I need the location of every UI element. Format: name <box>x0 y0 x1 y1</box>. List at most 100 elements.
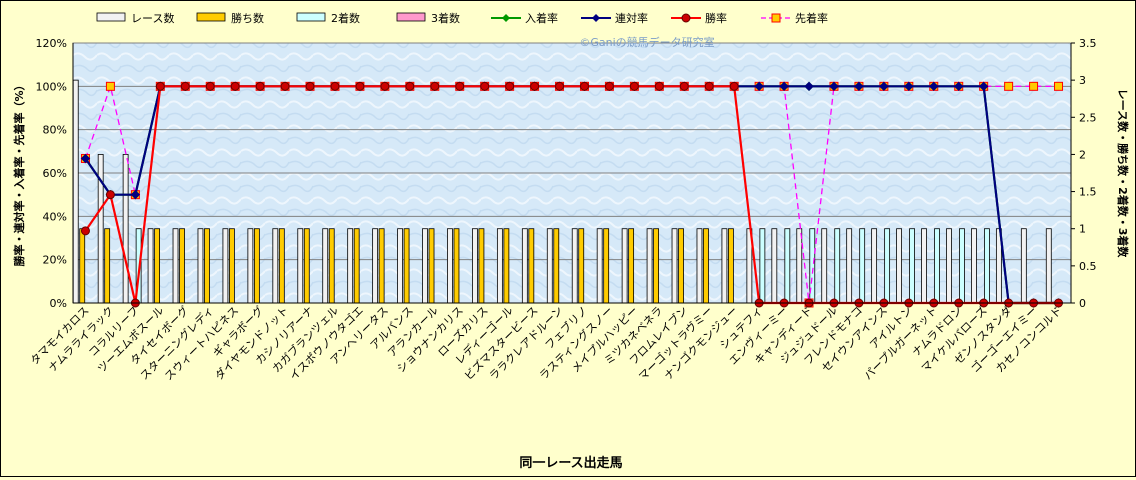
bar <box>478 228 485 304</box>
legend-swatch <box>96 12 126 22</box>
left-tick-label: 80% <box>43 124 67 137</box>
bar <box>653 228 659 304</box>
legend-swatch <box>296 12 326 22</box>
point <box>604 81 614 91</box>
left-axis-title: 勝率・連対率・入着率・先着率（%） <box>12 79 26 266</box>
bar <box>397 228 403 304</box>
legend-marker <box>681 13 691 23</box>
bar <box>846 228 853 304</box>
bar <box>546 228 553 304</box>
right-axis-title: レース数・勝ち数・2着数・3着数 <box>1116 89 1130 259</box>
bar <box>204 228 210 304</box>
point <box>879 81 889 92</box>
point <box>130 189 141 200</box>
point <box>505 81 515 91</box>
bar <box>104 228 111 304</box>
point <box>729 81 739 91</box>
point <box>1054 81 1064 91</box>
point <box>180 81 190 91</box>
right-tick-label: 2 <box>1079 148 1086 161</box>
right-tick-label: 0 <box>1079 297 1086 310</box>
left-tick-label: 120% <box>36 37 67 50</box>
point <box>105 190 115 200</box>
bar <box>678 228 684 304</box>
point <box>929 81 939 92</box>
bar <box>671 228 678 304</box>
bar <box>179 228 185 304</box>
point <box>355 81 365 91</box>
point <box>380 81 390 91</box>
bar <box>353 228 360 304</box>
bar <box>721 228 728 304</box>
bar <box>472 228 478 304</box>
bar <box>521 228 528 304</box>
bar <box>122 154 129 304</box>
bar <box>372 228 379 304</box>
legend-label: 先着率 <box>795 11 828 25</box>
bar <box>646 228 653 304</box>
bar <box>253 228 260 304</box>
bar <box>72 79 79 304</box>
bar <box>696 228 703 304</box>
bar <box>147 228 154 304</box>
point <box>280 81 290 91</box>
bar <box>422 228 428 304</box>
bar <box>921 228 927 304</box>
bar <box>1020 228 1027 304</box>
bar <box>728 228 734 304</box>
point <box>829 81 839 92</box>
bar <box>621 228 628 304</box>
legend-label: 勝ち数 <box>231 11 264 25</box>
bar <box>596 228 603 304</box>
x-axis: タマモイカロスナムラライラックコラルリーフツーエムボスールタイセイボーグスターニ… <box>28 302 1071 383</box>
point <box>654 81 664 91</box>
point <box>155 81 165 91</box>
x-axis-title: 同一レース出走馬 <box>519 455 622 471</box>
bar <box>303 228 310 304</box>
point <box>629 81 639 91</box>
left-axis: 0% 20% 40% 60% 80% 100% 120% <box>36 37 74 310</box>
legend-marker <box>771 13 781 23</box>
point <box>105 81 115 91</box>
bar <box>328 228 335 304</box>
point <box>754 81 764 92</box>
right-tick-label: 3.5 <box>1079 37 1097 50</box>
bar <box>503 228 510 304</box>
bar <box>154 228 160 304</box>
bar <box>272 228 279 304</box>
bar <box>871 228 878 304</box>
bar <box>628 228 635 304</box>
right-axis: 0 0.5 1 1.5 2 2.5 3 3.5 <box>1070 37 1097 310</box>
bar <box>578 228 585 304</box>
right-tick-label: 1 <box>1079 223 1086 236</box>
point <box>779 81 789 92</box>
legend-label: 勝率 <box>705 11 727 25</box>
bar <box>759 228 766 304</box>
point <box>555 81 565 91</box>
point <box>205 81 215 91</box>
bar <box>79 228 86 304</box>
bar <box>553 228 560 304</box>
legend-label: 2着数 <box>331 11 360 25</box>
point <box>1004 81 1014 91</box>
point <box>854 81 864 92</box>
point <box>455 81 465 91</box>
bar <box>496 228 503 304</box>
point <box>954 81 964 92</box>
point <box>305 81 315 91</box>
bar <box>703 228 709 304</box>
left-tick-label: 0% <box>50 297 67 310</box>
legend-swatch <box>396 12 426 22</box>
bar <box>222 228 229 304</box>
bar <box>784 228 791 304</box>
bar <box>278 228 285 304</box>
bar <box>229 228 235 304</box>
bar <box>909 228 915 304</box>
bar <box>603 228 610 304</box>
bar <box>934 228 940 304</box>
right-tick-label: 1.5 <box>1079 186 1097 199</box>
bar <box>971 228 977 304</box>
point <box>480 81 490 91</box>
point <box>579 81 589 91</box>
bar <box>403 228 410 304</box>
